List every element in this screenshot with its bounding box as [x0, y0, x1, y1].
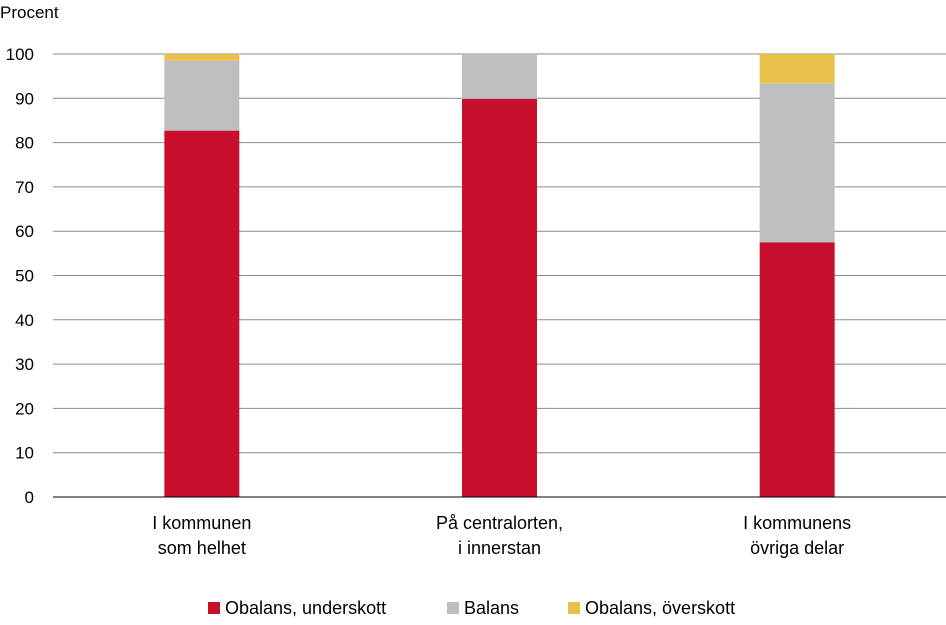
- bar-segment-underskott: [759, 242, 835, 497]
- bar-segment-balans: [462, 54, 537, 99]
- x-axis-category-labels: I kommunen som helhet På centralorten, i in…: [152, 513, 851, 558]
- bar-segment-underskott: [462, 98, 537, 498]
- y-tick-label: 100: [6, 45, 34, 64]
- bar-segment-balans: [164, 60, 240, 131]
- x-category-label: övriga delar: [750, 538, 844, 558]
- bar-segment-underskott: [164, 130, 240, 498]
- legend-label: Balans: [464, 598, 519, 618]
- y-tick-label: 0: [25, 488, 34, 507]
- legend-label: Obalans, överskott: [585, 598, 735, 618]
- legend-swatch: [447, 602, 459, 614]
- y-tick-label: 20: [15, 399, 34, 418]
- x-category-label: På centralorten,: [436, 513, 563, 533]
- y-tick-label: 10: [15, 444, 34, 463]
- x-category-label: I kommunen: [152, 513, 251, 533]
- x-category-label: i innerstan: [458, 538, 541, 558]
- y-tick-label: 60: [15, 222, 34, 241]
- y-tick-label: 40: [15, 311, 34, 330]
- y-axis-tick-labels: 0 10 20 30 40 50 60 70 80 90 100: [6, 45, 34, 507]
- bar-segment-overskott: [164, 54, 240, 61]
- bar-segment-balans: [759, 83, 835, 243]
- y-axis-unit-label: Procent: [0, 3, 59, 22]
- y-tick-label: 50: [15, 267, 34, 286]
- y-tick-label: 30: [15, 355, 34, 374]
- legend: Obalans, underskott Balans Obalans, översk…: [208, 598, 735, 618]
- bars: [164, 54, 835, 498]
- y-tick-label: 80: [15, 134, 34, 153]
- x-category-label: som helhet: [158, 538, 246, 558]
- legend-swatch: [208, 602, 220, 614]
- y-tick-label: 70: [15, 178, 34, 197]
- legend-swatch: [568, 602, 580, 614]
- legend-label: Obalans, underskott: [225, 598, 386, 618]
- y-tick-label: 90: [15, 89, 34, 108]
- bar-segment-overskott: [759, 54, 835, 84]
- x-category-label: I kommunens: [743, 513, 851, 533]
